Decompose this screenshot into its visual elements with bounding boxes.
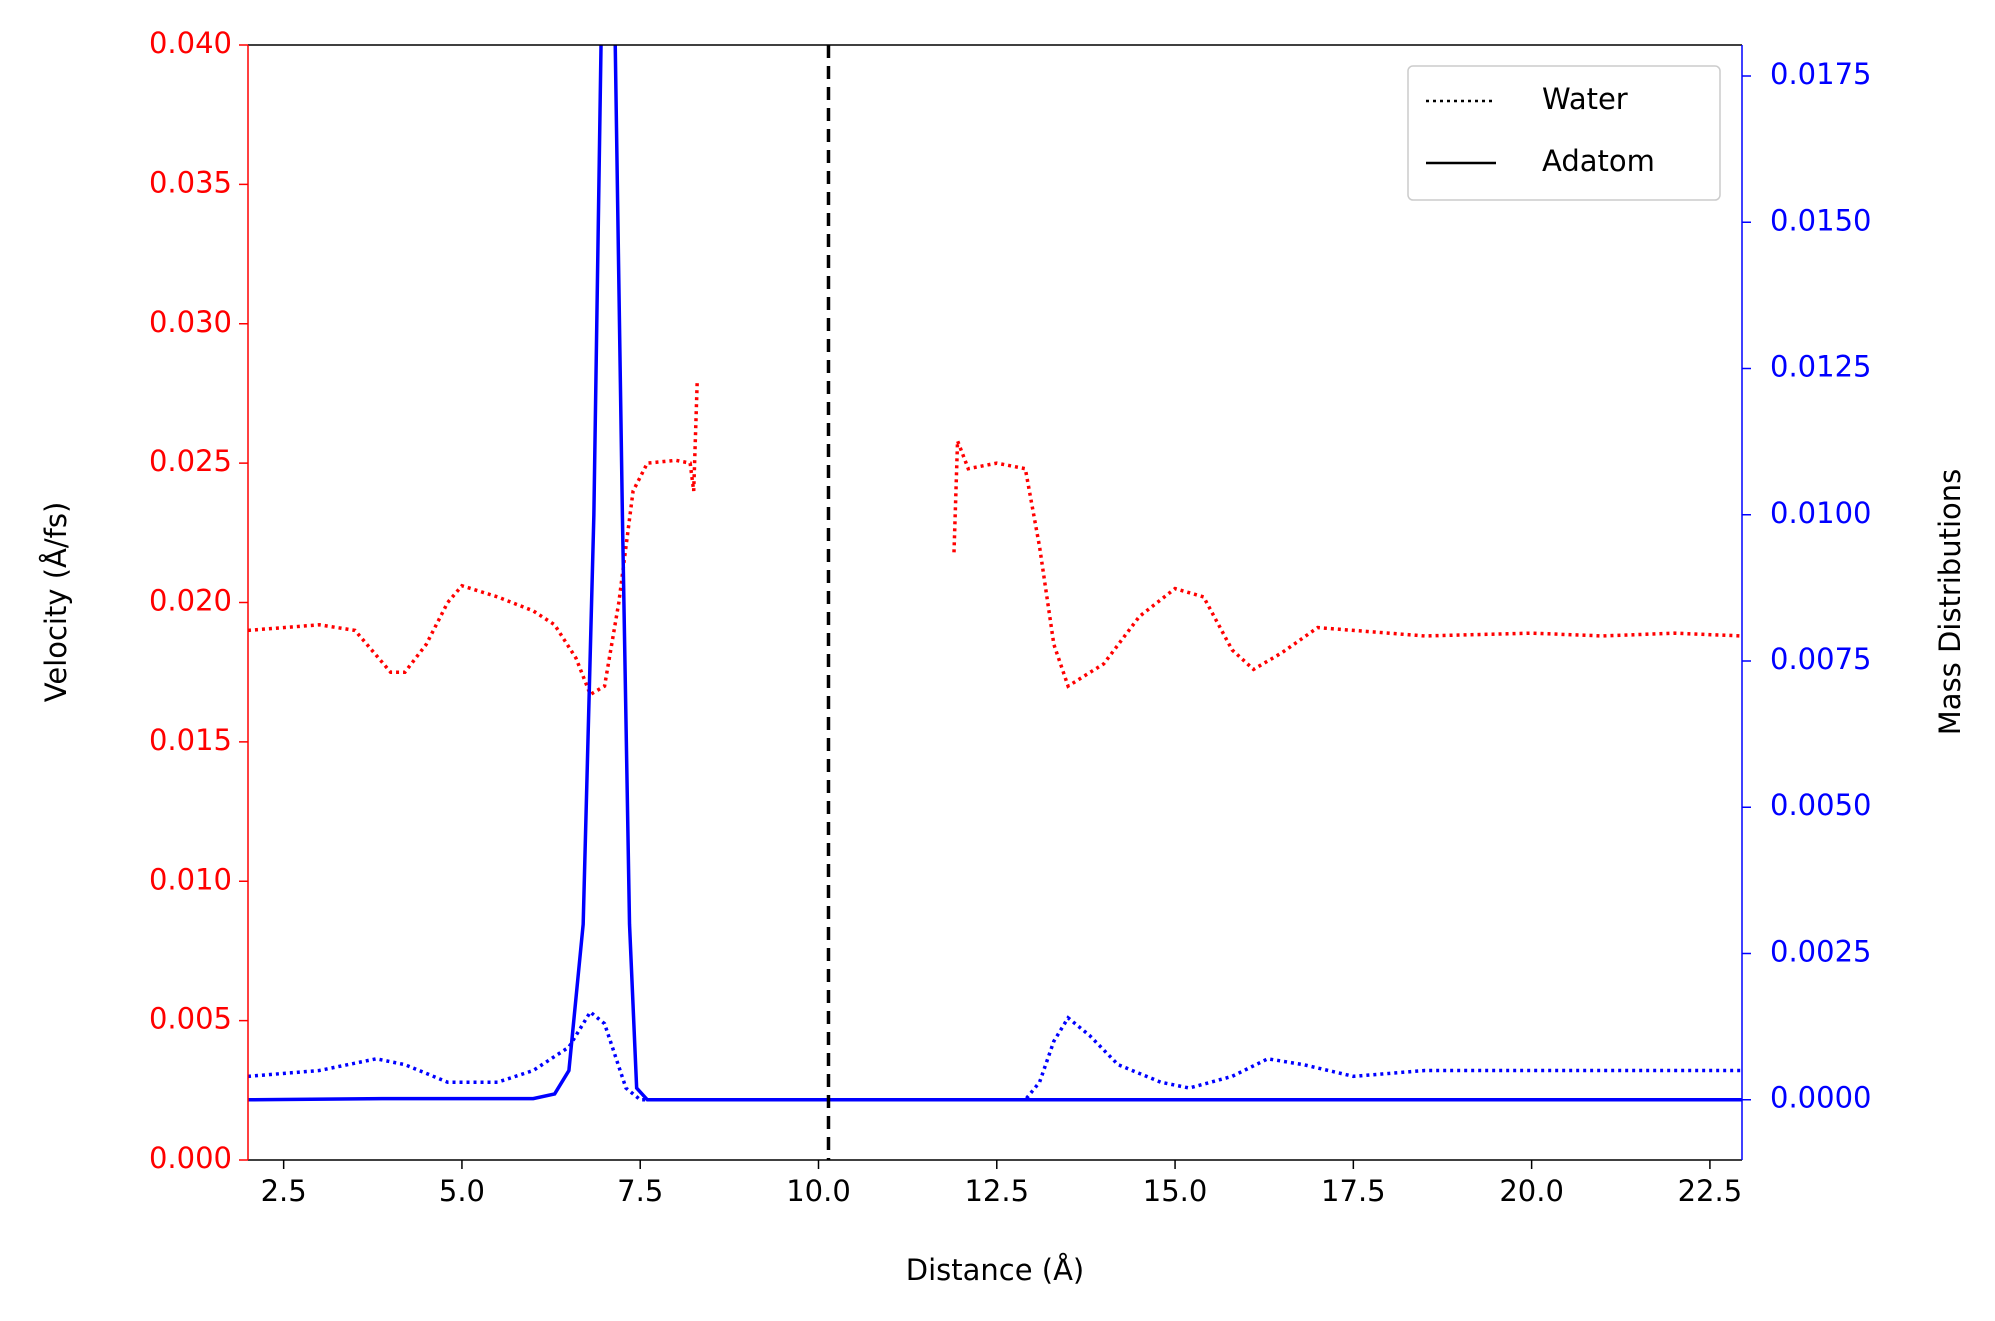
y-tick-label: 0.040: [149, 26, 232, 60]
x-tick-label: 20.0: [1499, 1174, 1564, 1208]
x-tick-label: 12.5: [964, 1174, 1029, 1208]
x-axis-label: Distance (Å): [906, 1253, 1085, 1287]
y2-tick-label: 0.0050: [1770, 788, 1871, 822]
data-line: [248, 1009, 1742, 1102]
legend-box: [1407, 65, 1721, 201]
plot-area: [248, 45, 1742, 1160]
legend-label: Adatom: [1542, 144, 1655, 178]
y2-axis-label: Mass Distributions: [1933, 469, 1967, 736]
y2-tick-label: 0.0175: [1770, 57, 1871, 91]
y-tick-label: 0.010: [149, 862, 232, 896]
legend-label: Water: [1542, 82, 1628, 116]
y-axis-label: Velocity (Å/fs): [39, 502, 73, 703]
y-tick-label: 0.025: [149, 444, 232, 478]
data-line: [248, 45, 1742, 1102]
y2-tick-label: 0.0125: [1770, 350, 1871, 384]
y-tick-label: 0.020: [149, 584, 232, 618]
x-tick-label: 2.5: [261, 1174, 307, 1208]
data-line: [248, 379, 1742, 698]
y2-tick-label: 0.0075: [1770, 642, 1871, 676]
x-tick-label: 22.5: [1678, 1174, 1743, 1208]
y-tick-label: 0.000: [149, 1141, 232, 1175]
x-tick-label: 7.5: [617, 1174, 663, 1208]
x-tick-label: 15.0: [1143, 1174, 1208, 1208]
x-tick-label: 10.0: [786, 1174, 851, 1208]
y2-tick-label: 0.0025: [1770, 934, 1871, 968]
y2-tick-label: 0.0100: [1770, 496, 1871, 530]
y-tick-label: 0.035: [149, 165, 232, 199]
y2-tick-label: 0.0000: [1770, 1081, 1871, 1115]
y-tick-label: 0.015: [149, 723, 232, 757]
x-tick-label: 5.0: [439, 1174, 485, 1208]
y-tick-label: 0.005: [149, 1002, 232, 1036]
x-tick-label: 17.5: [1321, 1174, 1386, 1208]
y-tick-label: 0.030: [149, 305, 232, 339]
y2-tick-label: 0.0150: [1770, 203, 1871, 237]
